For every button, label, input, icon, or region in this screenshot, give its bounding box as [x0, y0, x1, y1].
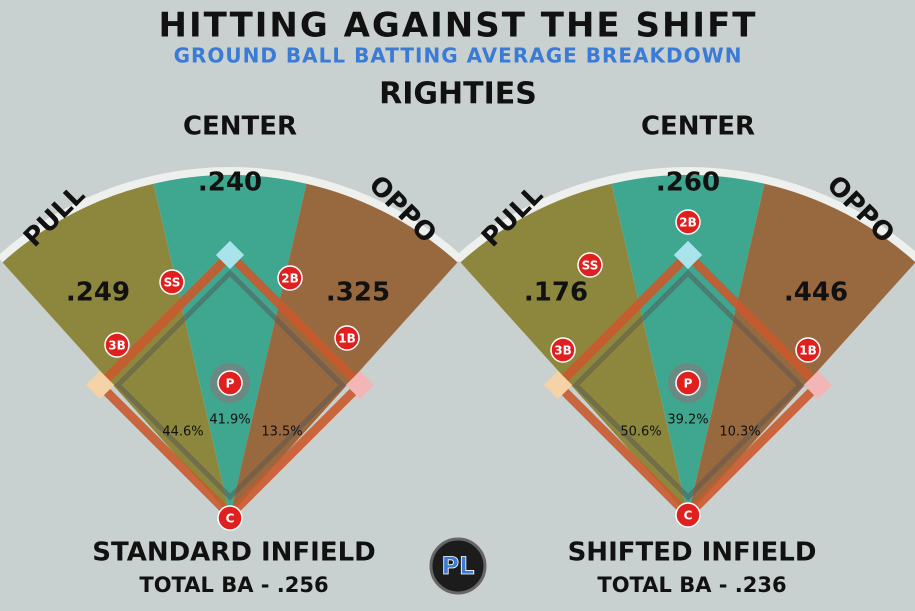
zone-average: .176: [524, 278, 588, 308]
panel-title: STANDARD INFIELD: [92, 538, 375, 568]
field-panel: PULL.17650.6%CENTER.26039.2%OPPO.44610.3…: [455, 112, 915, 597]
field-panel: PULL.24944.6%CENTER.24041.9%OPPO.32513.5…: [0, 112, 463, 597]
position-marker: [675, 502, 701, 528]
subtitle: GROUND BALL BATTING AVERAGE BREAKDOWN: [174, 44, 743, 68]
base: [543, 370, 573, 400]
zone: [153, 175, 307, 516]
zone-share: 39.2%: [667, 413, 708, 428]
infield-inner: [114, 269, 346, 501]
position-marker: [550, 337, 576, 363]
position-label: SS: [164, 276, 181, 290]
position-label: 3B: [108, 339, 126, 353]
position-marker: [217, 370, 243, 396]
zone-average: .240: [198, 168, 262, 198]
position-label: 1B: [338, 332, 356, 346]
logo-badge: [429, 537, 487, 595]
base: [803, 370, 833, 400]
position-label: 1B: [799, 344, 817, 358]
panel-title: SHIFTED INFIELD: [568, 538, 817, 568]
position-marker: [577, 252, 603, 278]
base: [673, 240, 703, 270]
zone-share: 41.9%: [209, 413, 250, 428]
base: [345, 370, 375, 400]
panels: PULL.24944.6%CENTER.24041.9%OPPO.32513.5…: [0, 112, 915, 597]
zone-average: .325: [326, 278, 390, 308]
position-marker: [675, 209, 701, 235]
position-label: 2B: [281, 272, 299, 286]
position-label: P: [226, 377, 235, 391]
zone-share: 10.3%: [719, 425, 760, 440]
position-marker: [217, 505, 243, 531]
group-label: RIGHTIES: [379, 77, 537, 112]
zone: [611, 175, 765, 516]
position-marker: [277, 265, 303, 291]
title: HITTING AGAINST THE SHIFT: [159, 6, 758, 46]
zone-label: CENTER: [183, 112, 297, 142]
zone-average: .446: [784, 278, 848, 308]
position-label: P: [684, 377, 693, 391]
position-marker: [159, 269, 185, 295]
position-marker: [795, 337, 821, 363]
position-label: 2B: [679, 216, 697, 230]
position-label: 3B: [554, 344, 572, 358]
zone-share: 50.6%: [620, 425, 661, 440]
panel-total: TOTAL BA - .236: [597, 573, 786, 597]
position-label: C: [226, 512, 235, 526]
zone-share: 13.5%: [261, 425, 302, 440]
zone-share: 44.6%: [162, 425, 203, 440]
zone-average: .260: [656, 168, 720, 198]
position-marker: [104, 332, 130, 358]
position-marker: [334, 325, 360, 351]
position-label: C: [684, 509, 693, 523]
position-marker: [675, 370, 701, 396]
position-label: SS: [582, 259, 599, 273]
zone-average: .249: [66, 278, 130, 308]
zone-label: CENTER: [641, 112, 755, 142]
logo: PL: [442, 552, 475, 580]
infield-inner: [572, 269, 804, 501]
panel-total: TOTAL BA - .256: [139, 573, 328, 597]
